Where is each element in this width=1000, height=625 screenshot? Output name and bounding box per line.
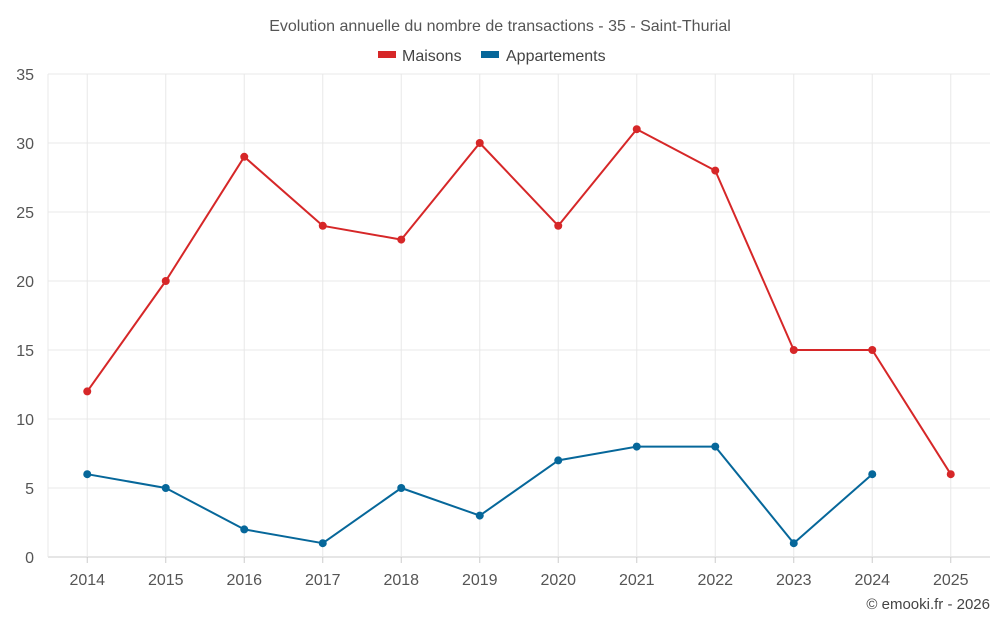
data-point-appartements-2022[interactable] xyxy=(711,442,720,451)
data-point-appartements-2024[interactable] xyxy=(868,470,877,479)
data-point-appartements-2020[interactable] xyxy=(554,456,563,465)
data-point-maisons-2020[interactable] xyxy=(554,221,563,230)
data-point-maisons-2015[interactable] xyxy=(161,277,170,285)
data-point-appartements-2021[interactable] xyxy=(632,442,641,451)
y-tick-label: 25 xyxy=(16,205,34,222)
x-tick-label: 2015 xyxy=(148,572,184,589)
data-point-appartements-2017[interactable] xyxy=(318,539,327,548)
y-tick-label: 30 xyxy=(16,136,34,153)
x-tick-label: 2022 xyxy=(697,572,733,589)
x-tick-label: 2016 xyxy=(226,572,262,589)
data-point-maisons-2018[interactable] xyxy=(397,235,406,244)
x-tick-label: 2017 xyxy=(305,572,341,589)
data-point-appartements-2015[interactable] xyxy=(161,484,170,492)
y-tick-label: 0 xyxy=(25,550,34,567)
x-tick-label: 2019 xyxy=(462,572,498,589)
x-tick-label: 2014 xyxy=(69,572,105,589)
x-tick-label: 2025 xyxy=(933,572,969,589)
data-point-maisons-2022[interactable] xyxy=(711,166,720,175)
data-point-maisons-2019[interactable] xyxy=(475,139,484,147)
legend: Maisons Appartements xyxy=(378,48,606,65)
data-point-maisons-2023[interactable] xyxy=(789,346,798,354)
data-point-appartements-2016[interactable] xyxy=(240,525,249,534)
chart-title: Evolution annuelle du nombre de transact… xyxy=(269,18,731,35)
credit-text: © emooki.fr - 2026 xyxy=(866,596,990,613)
series-line-maisons xyxy=(86,128,952,475)
series-appartements xyxy=(83,442,877,548)
data-point-maisons-2021[interactable] xyxy=(632,125,641,134)
y-tick-label: 10 xyxy=(16,412,34,429)
legend-swatch-appartements xyxy=(481,51,499,58)
x-axis: 2014 2015 2016 2017 2018 2019 2020 2021 2022 2023… xyxy=(69,557,969,589)
data-point-maisons-2025[interactable] xyxy=(946,470,955,479)
y-tick-label: 5 xyxy=(25,481,34,498)
y-tick-label: 35 xyxy=(16,67,34,84)
gridlines xyxy=(47,73,990,558)
x-tick-label: 2024 xyxy=(854,572,890,589)
data-point-maisons-2014[interactable] xyxy=(83,387,92,396)
x-tick-label: 2018 xyxy=(383,572,419,589)
series xyxy=(83,125,955,548)
data-point-appartements-2019[interactable] xyxy=(475,511,484,520)
data-point-maisons-2016[interactable] xyxy=(240,152,249,161)
series-maisons xyxy=(83,125,955,479)
legend-label-maisons: Maisons xyxy=(402,48,462,65)
data-point-appartements-2018[interactable] xyxy=(397,484,406,492)
x-tick-label: 2023 xyxy=(776,572,812,589)
y-tick-label: 20 xyxy=(16,274,34,291)
x-tick-label: 2021 xyxy=(619,572,655,589)
legend-item-appartements[interactable]: Appartements xyxy=(481,48,606,65)
data-point-appartements-2023[interactable] xyxy=(789,539,798,548)
legend-item-maisons[interactable]: Maisons xyxy=(378,48,462,65)
data-point-maisons-2017[interactable] xyxy=(318,221,327,230)
y-tick-label: 15 xyxy=(16,343,34,360)
data-point-maisons-2024[interactable] xyxy=(868,346,877,354)
legend-label-appartements: Appartements xyxy=(506,48,606,65)
legend-swatch-maisons xyxy=(378,51,396,58)
data-point-appartements-2014[interactable] xyxy=(83,470,92,479)
x-tick-label: 2020 xyxy=(540,572,576,589)
y-axis: 0 5 10 15 20 25 30 35 xyxy=(16,67,34,567)
